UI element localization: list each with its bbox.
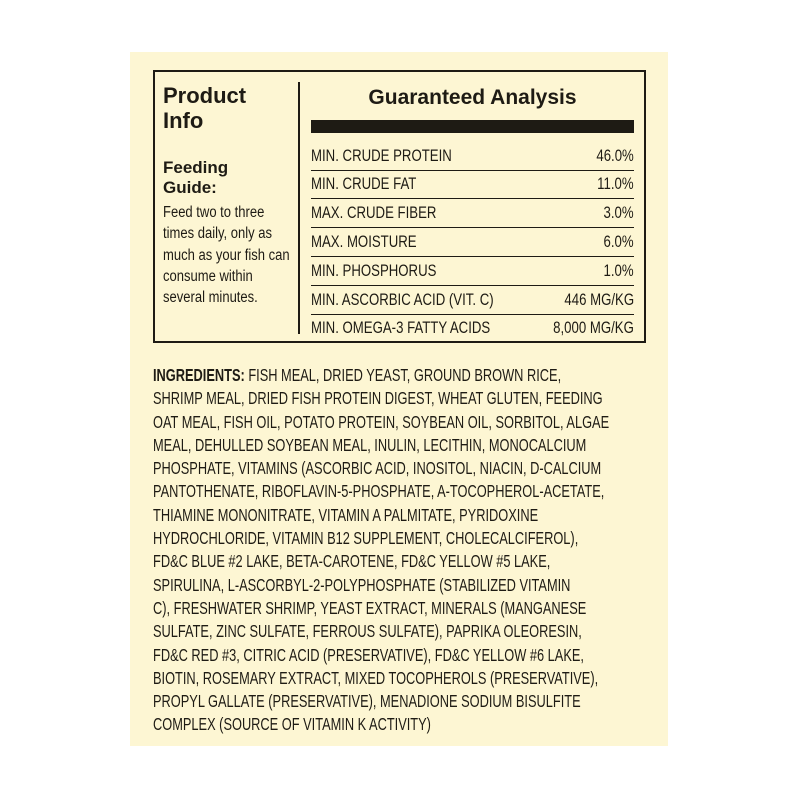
- ingredients-heading: INGREDIENTS:: [153, 365, 245, 385]
- analysis-value: 6.0%: [603, 233, 634, 252]
- analysis-row: MIN. CRUDE PROTEIN 46.0%: [311, 141, 634, 171]
- analysis-value: 3.0%: [603, 204, 634, 223]
- ingredients-line: INGREDIENTS: FISH MEAL, DRIED YEAST, GRO…: [153, 364, 609, 387]
- analysis-row: MIN. ASCORBIC ACID (VIT. C) 446 MG/KG: [311, 285, 634, 315]
- feeding-guide-title-line1: Feeding: [163, 158, 229, 177]
- analysis-label: MAX. MOISTURE: [311, 233, 417, 252]
- ingredients-line: COMPLEX (SOURCE OF VITAMIN K ACTIVITY): [153, 714, 431, 735]
- analysis-value: 11.0%: [597, 175, 634, 194]
- analysis-value: 446 MG/KG: [564, 290, 634, 309]
- feeding-guide-title-line2: Guide:: [163, 178, 217, 197]
- feeding-guide-text: Feed two to three times daily, only as m…: [163, 204, 290, 307]
- ingredients-line: PROPYL GALLATE (PRESERVATIVE), MENADIONE…: [153, 691, 581, 712]
- info-box: [153, 70, 646, 343]
- ingredients-line: OAT MEAL, FISH OIL, POTATO PROTEIN, SOYB…: [153, 411, 610, 432]
- ingredients-line: SULFATE, ZINC SULFATE, FERROUS SULFATE),…: [153, 621, 582, 642]
- product-label: [130, 52, 668, 746]
- analysis-label: MIN. PHOSPHORUS: [311, 261, 437, 280]
- ingredients-line: SPIRULINA, L-ASCORBYL-2-POLYPHOSPHATE (S…: [153, 574, 571, 595]
- ingredients-line: HYDROCHLORIDE, VITAMIN B12 SUPPLEMENT, C…: [153, 528, 579, 549]
- product-info-title-line1: Product: [163, 83, 247, 108]
- analysis-label: MIN. ASCORBIC ACID (VIT. C): [311, 290, 494, 309]
- ingredients-line: SHRIMP MEAL, DRIED FISH PROTEIN DIGEST, …: [153, 388, 603, 409]
- column-divider: [298, 82, 300, 334]
- guaranteed-analysis-title: Guaranteed Analysis: [368, 86, 577, 109]
- analysis-value: 8,000 MG/KG: [553, 319, 634, 338]
- ingredients-line: PHOSPHATE, VITAMINS (ASCORBIC ACID, INOS…: [153, 458, 602, 479]
- ingredients-list: INGREDIENTS: FISH MEAL, DRIED YEAST, GRO…: [153, 364, 765, 737]
- ingredients-line: C), FRESHWATER SHRIMP, YEAST EXTRACT, MI…: [153, 597, 587, 618]
- ingredients-line: FD&C RED #3, CITRIC ACID (PRESERVATIVE),…: [153, 644, 584, 665]
- analysis-label: MIN. CRUDE FAT: [311, 175, 417, 194]
- ingredients-line: FD&C BLUE #2 LAKE, BETA-CAROTENE, FD&C Y…: [153, 551, 551, 572]
- header-bar: [311, 120, 634, 133]
- feeding-guide-title: Feeding Guide:: [163, 158, 228, 198]
- ingredients-text: FISH MEAL, DRIED YEAST, GROUND BROWN RIC…: [244, 365, 562, 385]
- analysis-value: 1.0%: [603, 261, 634, 280]
- analysis-value: 46.0%: [596, 146, 634, 165]
- analysis-label: MIN. CRUDE PROTEIN: [311, 146, 452, 165]
- ingredients-line: THIAMINE MONONITRATE, VITAMIN A PALMITAT…: [153, 504, 539, 525]
- analysis-row: MAX. CRUDE FIBER 3.0%: [311, 199, 634, 229]
- product-info-title-line2: Info: [163, 108, 204, 133]
- analysis-row: MIN. PHOSPHORUS 1.0%: [311, 256, 634, 286]
- analysis-row: MAX. MOISTURE 6.0%: [311, 227, 634, 258]
- product-info-title: Product Info: [163, 83, 246, 133]
- ingredients-line: PANTOTHENATE, RIBOFLAVIN-5-PHOSPHATE, A-…: [153, 481, 605, 502]
- analysis-row: MIN. CRUDE FAT 11.0%: [311, 170, 634, 200]
- ingredients-line: BIOTIN, ROSEMARY EXTRACT, MIXED TOCOPHER…: [153, 667, 599, 688]
- analysis-label: MIN. OMEGA-3 FATTY ACIDS: [311, 319, 491, 338]
- ingredients-line: MEAL, DEHULLED SOYBEAN MEAL, INULIN, LEC…: [153, 434, 587, 455]
- analysis-row: MIN. OMEGA-3 FATTY ACIDS 8,000 MG/KG: [311, 314, 634, 343]
- analysis-label: MAX. CRUDE FIBER: [311, 204, 437, 223]
